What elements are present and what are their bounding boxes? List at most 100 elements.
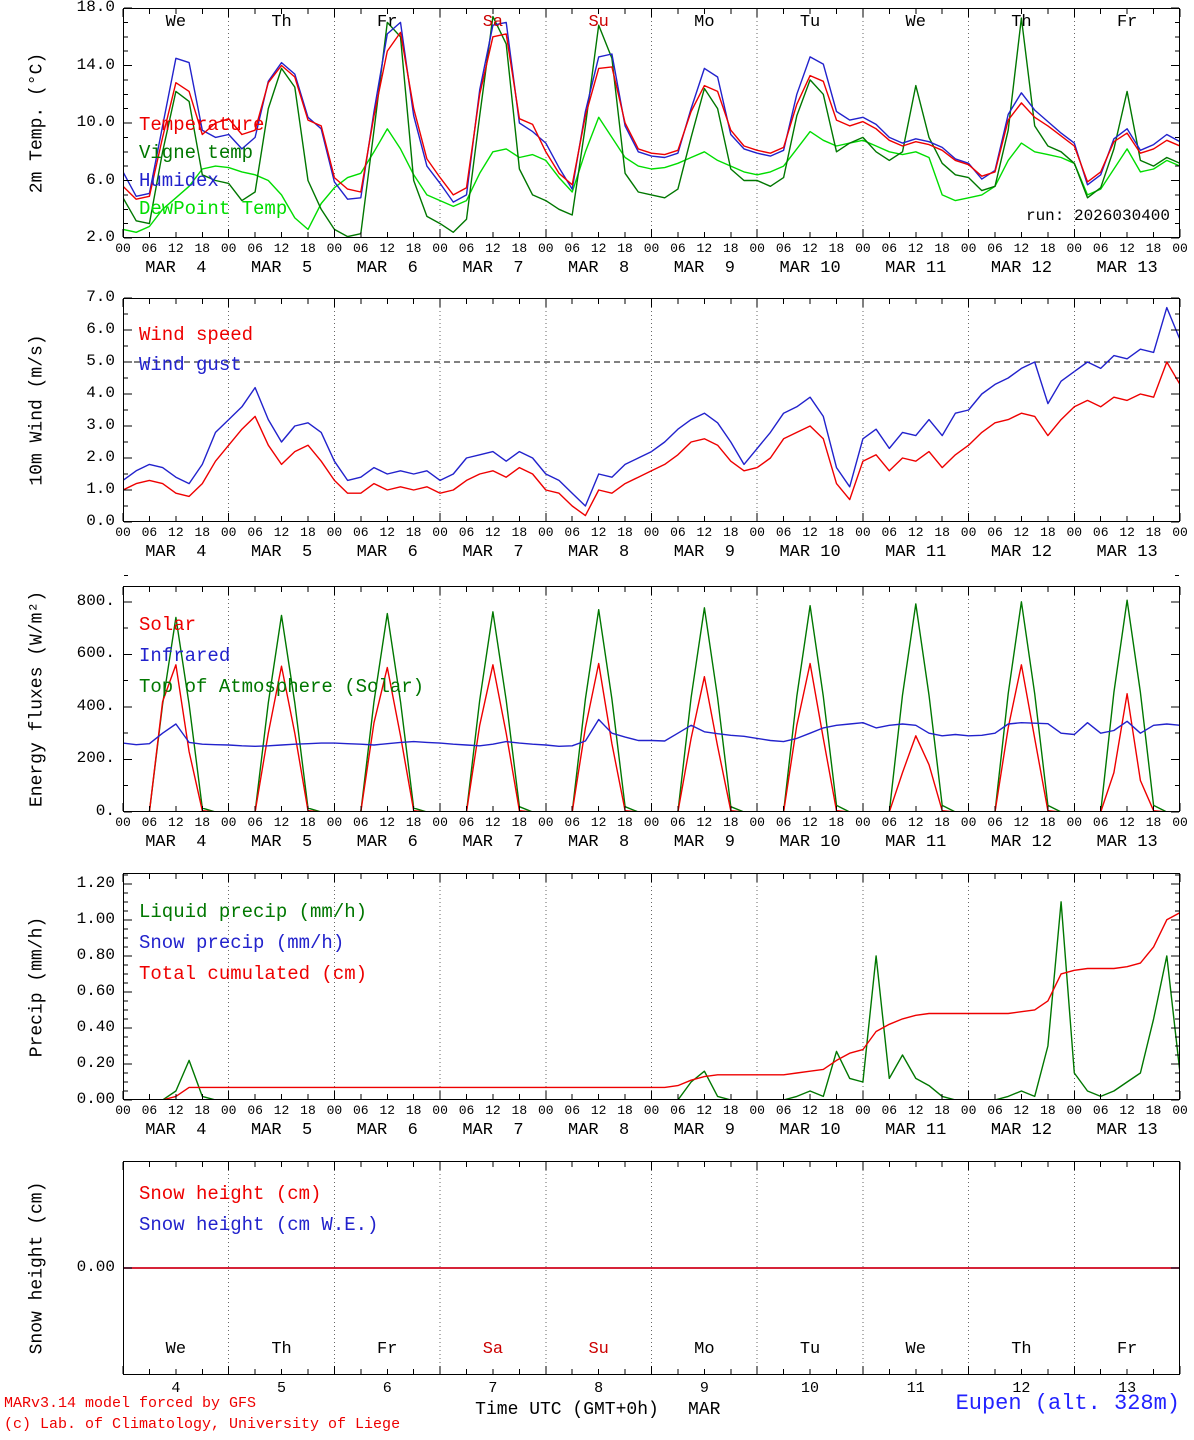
y-tick-label: 10.0 [76, 113, 115, 131]
weekday-label: Tu [799, 1340, 821, 1359]
day-number-label: 7 [488, 1380, 498, 1397]
legend-infrared: Infrared [139, 645, 231, 667]
y-tick-label: 4.0 [86, 384, 115, 402]
x-hour-label: 06 [564, 525, 581, 540]
y-tick-label: 14.0 [76, 55, 115, 74]
x-hour-label: 12 [590, 525, 607, 540]
x-hour-label: 06 [987, 1103, 1003, 1118]
x-hour-label: 18 [1145, 1103, 1162, 1118]
wind-panel-plot [122, 297, 1181, 523]
x-hour-label: 18 [405, 525, 422, 540]
x-hour-label: 12 [696, 525, 713, 540]
x-hour-label: 18 [1145, 241, 1162, 256]
x-hour-label: 00 [220, 525, 237, 540]
x-hour-label: 06 [564, 815, 581, 830]
x-axis-month-label: MAR [688, 1400, 721, 1420]
weekday-label: Th [271, 1340, 292, 1359]
x-date-label: MAR 6 [356, 543, 418, 562]
y-tick-label: 2.0 [86, 448, 115, 466]
x-hour-label: 00 [855, 1103, 871, 1118]
x-hour-label: 18 [934, 1103, 950, 1118]
x-hour-label: 18 [722, 1103, 739, 1118]
x-hour-label: 06 [670, 1103, 686, 1118]
x-hour-label: 18 [194, 1103, 211, 1118]
x-date-label: MAR 9 [673, 833, 735, 852]
x-hour-label: 06 [987, 815, 1003, 830]
x-date-label: MAR 13 [1096, 833, 1158, 852]
legend-wind-speed: Wind speed [139, 324, 254, 346]
weekday-label: Th [1011, 13, 1032, 32]
x-hour-label: 06 [141, 525, 158, 540]
weekday-label: Su [588, 1340, 609, 1359]
x-hour-label: 00 [749, 241, 765, 256]
x-hour-label: 18 [1040, 815, 1056, 830]
legend-snow-height-cm-: Snow height (cm) [139, 1183, 322, 1205]
x-hour-label: 06 [141, 815, 158, 830]
weekday-label: Fr [1116, 13, 1138, 32]
x-hour-label: 06 [670, 525, 686, 540]
x-hour-label: 18 [828, 1103, 845, 1118]
x-hour-label: 12 [907, 241, 924, 256]
weekday-label: Tu [799, 13, 821, 32]
weekday-label: Th [1011, 1340, 1032, 1359]
x-date-label: MAR 12 [990, 833, 1053, 852]
x-hour-label: 00 [960, 525, 977, 540]
y-tick-label: 0.40 [76, 1017, 115, 1036]
x-hour-label: 18 [722, 815, 739, 830]
x-hour-label: 12 [485, 1103, 501, 1118]
x-hour-label: 06 [247, 525, 263, 540]
x-hour-label: 18 [722, 241, 739, 256]
x-hour-label: 00 [1066, 525, 1083, 540]
legend-liquid-precip-mm-h-: Liquid precip (mm/h) [139, 901, 368, 923]
x-hour-label: 18 [617, 815, 633, 830]
x-date-label: MAR 11 [885, 1121, 947, 1140]
x-hour-label: 00 [326, 1103, 343, 1118]
x-hour-label: 18 [617, 241, 633, 256]
x-hour-label: 12 [273, 1103, 290, 1118]
x-hour-label: 00 [643, 815, 660, 830]
x-date-label: MAR 10 [779, 1121, 841, 1140]
x-hour-label: 12 [1119, 1103, 1135, 1118]
x-date-label: MAR 13 [1096, 543, 1158, 562]
x-hour-label: 06 [670, 815, 686, 830]
x-date-label: MAR 5 [250, 259, 313, 278]
x-hour-label: 12 [485, 241, 501, 256]
x-hour-label: 18 [300, 525, 316, 540]
legend-snow-precip-mm-h-: Snow precip (mm/h) [139, 932, 345, 954]
day-number-label: 11 [906, 1380, 925, 1397]
x-hour-label: 06 [1092, 1103, 1109, 1118]
x-hour-label: 18 [511, 815, 528, 830]
x-date-label: MAR 6 [356, 833, 418, 852]
day-number-label: 9 [699, 1380, 709, 1397]
x-hour-label: 06 [141, 1103, 158, 1118]
x-hour-label: 12 [379, 815, 396, 830]
y-tick-label: 0.00 [76, 1258, 115, 1276]
y-tick-label: 800. [76, 591, 115, 610]
x-hour-label: 00 [960, 1103, 977, 1118]
day-number-label: 10 [801, 1380, 820, 1397]
weekday-label: Th [271, 13, 292, 32]
x-hour-label: 18 [511, 241, 528, 256]
x-date-label: MAR 12 [990, 1121, 1053, 1140]
x-hour-label: 18 [511, 1103, 528, 1118]
x-date-label: MAR 7 [462, 1121, 524, 1140]
x-hour-label: 06 [353, 1103, 369, 1118]
y-tick-label: 5.0 [86, 352, 115, 370]
y-tick-label: 600. [76, 644, 115, 663]
x-hour-label: 00 [432, 241, 448, 256]
x-date-label: MAR 10 [779, 833, 841, 852]
x-hour-label: 06 [775, 1103, 792, 1118]
x-hour-label: 12 [1119, 525, 1135, 540]
x-hour-label: 12 [907, 1103, 924, 1118]
x-date-label: MAR 12 [990, 259, 1053, 278]
y-tick-label: 2.0 [86, 228, 115, 246]
y-tick-label: 0.80 [76, 945, 115, 964]
x-hour-label: 06 [564, 1103, 581, 1118]
x-hour-label: 12 [485, 815, 501, 830]
x-date-label: MAR 5 [250, 543, 313, 562]
x-date-label: MAR 4 [145, 259, 207, 278]
x-hour-label: 12 [273, 815, 290, 830]
x-hour-label: 00 [1172, 241, 1188, 256]
x-date-label: MAR 4 [145, 1121, 207, 1140]
x-date-label: MAR 6 [356, 1121, 418, 1140]
